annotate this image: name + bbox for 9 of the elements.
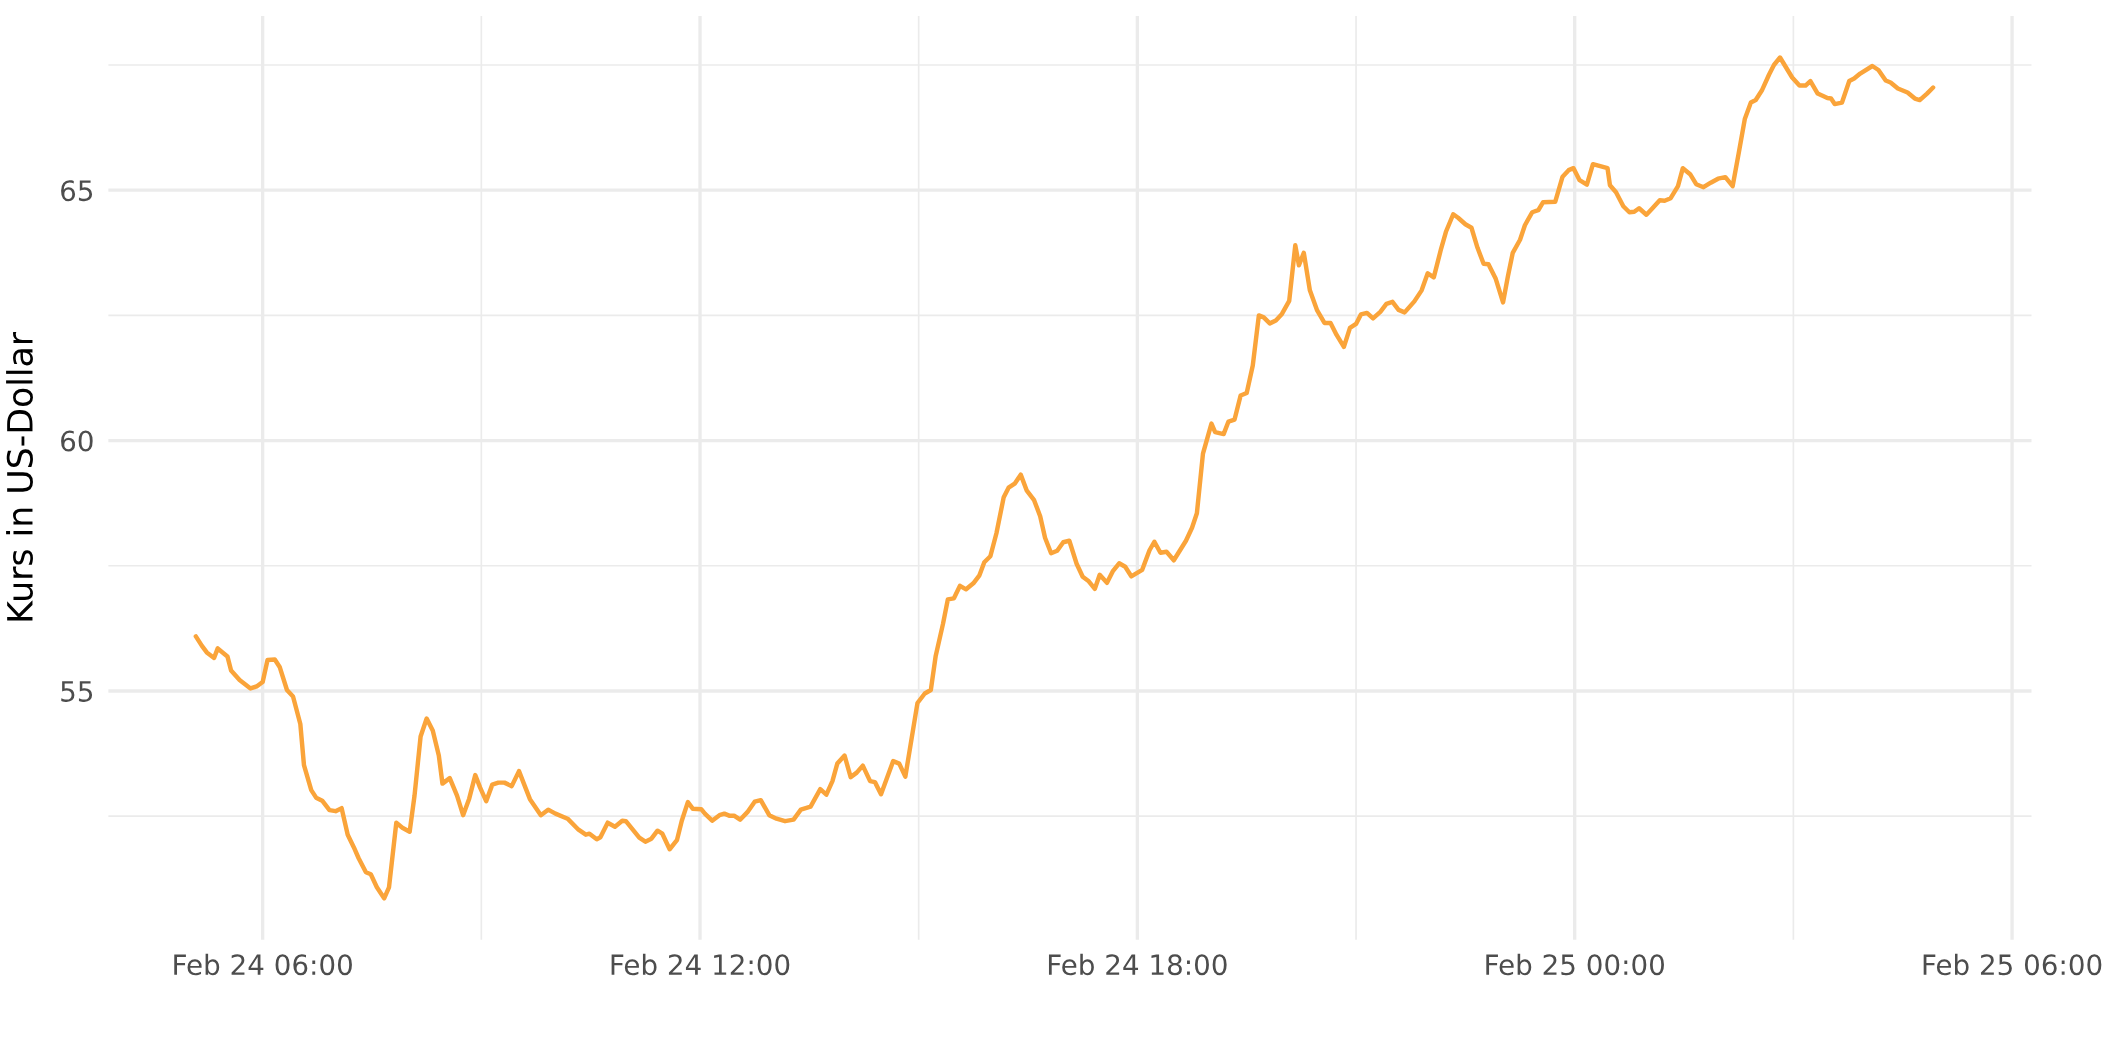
y-tick-label: 60 (61, 430, 93, 452)
y-tick-label: 65 (61, 180, 93, 202)
x-tick-label: Feb 24 18:00 (1048, 953, 1227, 976)
x-tick-label: Feb 24 12:00 (611, 953, 790, 976)
y-axis-title: Kurs in US-Dollar (6, 331, 33, 621)
x-tick-label: Feb 25 06:00 (1923, 953, 2102, 976)
y-tick-label: 55 (61, 681, 93, 702)
x-tick-label: Feb 25 00:00 (1486, 953, 1664, 976)
x-tick-label: Feb 24 06:00 (174, 953, 352, 976)
